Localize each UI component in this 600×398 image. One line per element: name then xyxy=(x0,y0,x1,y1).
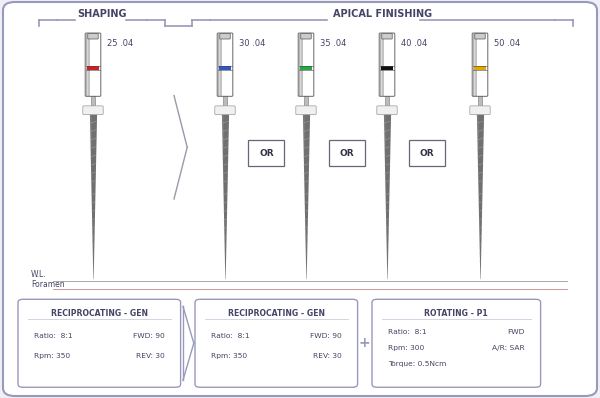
FancyBboxPatch shape xyxy=(88,33,98,39)
Bar xyxy=(86,34,89,96)
FancyBboxPatch shape xyxy=(83,106,103,115)
FancyBboxPatch shape xyxy=(296,106,316,115)
Text: 25 .04: 25 .04 xyxy=(107,39,133,48)
Bar xyxy=(475,34,476,96)
Bar xyxy=(381,34,383,96)
Bar xyxy=(86,34,89,96)
Bar xyxy=(475,34,477,96)
Bar xyxy=(382,34,384,96)
Text: 40 .04: 40 .04 xyxy=(401,39,427,48)
Bar xyxy=(88,34,89,96)
FancyBboxPatch shape xyxy=(195,299,358,387)
Text: +: + xyxy=(359,336,371,350)
Bar xyxy=(329,140,365,166)
Bar xyxy=(409,140,445,166)
Text: Rpm: 350: Rpm: 350 xyxy=(34,353,70,359)
Text: 30 .04: 30 .04 xyxy=(239,39,265,48)
FancyBboxPatch shape xyxy=(372,299,541,387)
Text: REV: 30: REV: 30 xyxy=(313,353,342,359)
Text: FWD: 90: FWD: 90 xyxy=(310,333,342,339)
Text: FWD: FWD xyxy=(508,329,525,336)
Bar xyxy=(304,96,308,107)
Text: OR: OR xyxy=(420,149,434,158)
Bar xyxy=(220,34,221,96)
Bar xyxy=(380,34,383,96)
Text: 50 .04: 50 .04 xyxy=(494,39,520,48)
Text: RECIPROCATING - GEN: RECIPROCATING - GEN xyxy=(51,309,148,318)
Bar xyxy=(248,140,284,166)
Bar xyxy=(475,34,477,96)
Bar xyxy=(220,34,222,96)
FancyBboxPatch shape xyxy=(18,299,181,387)
Bar xyxy=(300,34,302,96)
FancyBboxPatch shape xyxy=(377,106,397,115)
Bar xyxy=(301,34,303,96)
Bar xyxy=(300,34,302,96)
Bar xyxy=(299,34,302,96)
Bar xyxy=(300,34,302,96)
Bar xyxy=(478,96,482,107)
Text: OR: OR xyxy=(340,149,354,158)
Text: 35 .04: 35 .04 xyxy=(320,39,346,48)
Bar xyxy=(87,34,89,96)
Bar xyxy=(474,34,476,96)
Text: A/R: SAR: A/R: SAR xyxy=(492,345,525,351)
Text: W.L.: W.L. xyxy=(31,270,47,279)
Text: Rpm: 350: Rpm: 350 xyxy=(211,353,247,359)
Bar xyxy=(223,96,227,107)
Bar xyxy=(87,34,89,96)
Bar xyxy=(299,34,302,96)
FancyBboxPatch shape xyxy=(220,33,230,39)
Bar xyxy=(218,34,221,96)
FancyBboxPatch shape xyxy=(3,2,597,396)
Bar xyxy=(473,34,476,96)
Bar xyxy=(88,34,90,96)
Text: RECIPROCATING - GEN: RECIPROCATING - GEN xyxy=(228,309,325,318)
Bar xyxy=(219,34,221,96)
Text: Ratio:  8:1: Ratio: 8:1 xyxy=(388,329,426,336)
FancyBboxPatch shape xyxy=(215,106,235,115)
FancyBboxPatch shape xyxy=(301,33,311,39)
Bar xyxy=(220,34,222,96)
Bar xyxy=(474,34,476,96)
Bar xyxy=(382,34,384,96)
Bar xyxy=(380,34,383,96)
Bar xyxy=(385,96,389,107)
Bar xyxy=(88,34,90,96)
Bar xyxy=(381,66,393,70)
Bar xyxy=(219,34,221,96)
Text: Rpm: 300: Rpm: 300 xyxy=(388,345,424,351)
Bar xyxy=(87,34,89,96)
Text: FWD: 90: FWD: 90 xyxy=(133,333,165,339)
FancyBboxPatch shape xyxy=(470,106,490,115)
Bar xyxy=(91,96,95,107)
Text: Foramen: Foramen xyxy=(31,279,65,289)
Bar xyxy=(474,34,476,96)
Bar xyxy=(381,34,383,96)
Bar xyxy=(301,34,302,96)
FancyBboxPatch shape xyxy=(382,33,392,39)
Bar xyxy=(219,66,231,70)
Text: Torque: 0.5Ncm: Torque: 0.5Ncm xyxy=(388,361,446,367)
Bar xyxy=(300,66,312,70)
Bar xyxy=(473,34,476,96)
Bar xyxy=(301,34,303,96)
Text: SHAPING: SHAPING xyxy=(77,9,127,19)
FancyBboxPatch shape xyxy=(475,33,485,39)
Text: ROTATING - P1: ROTATING - P1 xyxy=(424,309,488,318)
Bar xyxy=(382,34,383,96)
Bar xyxy=(87,66,99,70)
Text: Ratio:  8:1: Ratio: 8:1 xyxy=(34,333,72,339)
Bar xyxy=(474,66,486,70)
Bar xyxy=(219,34,221,96)
Text: REV: 30: REV: 30 xyxy=(136,353,165,359)
Bar xyxy=(218,34,221,96)
Text: APICAL FINISHING: APICAL FINISHING xyxy=(333,9,432,19)
Bar xyxy=(381,34,383,96)
Text: Ratio:  8:1: Ratio: 8:1 xyxy=(211,333,249,339)
Text: OR: OR xyxy=(259,149,274,158)
